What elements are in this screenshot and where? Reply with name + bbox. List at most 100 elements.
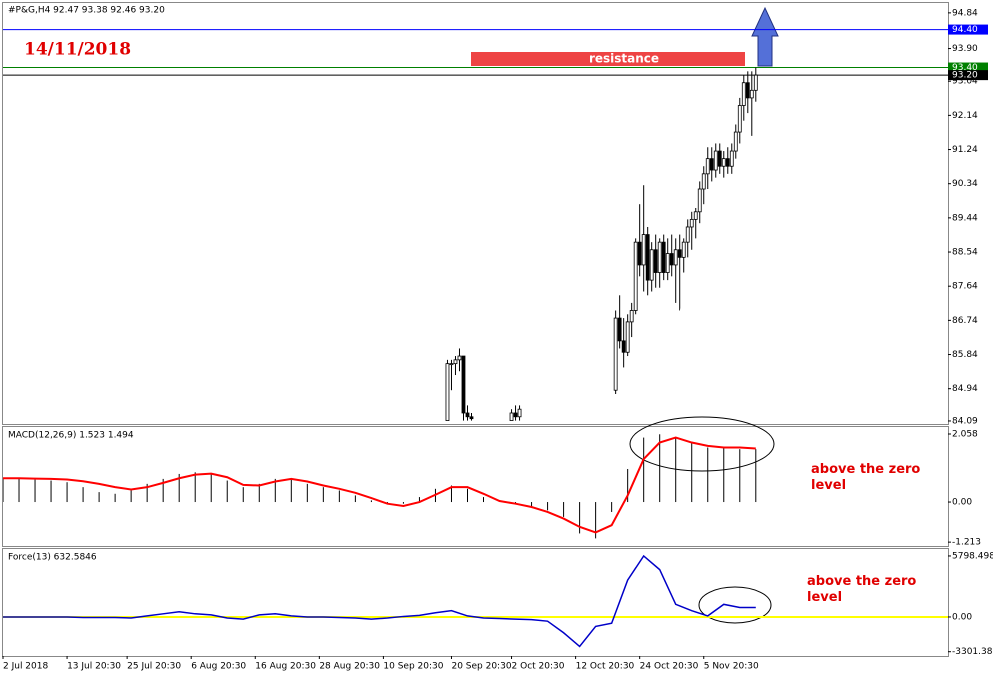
candle-body: [673, 249, 678, 266]
macd-note: above the zero level: [811, 462, 921, 493]
force-pane: [2, 548, 949, 657]
y-tick-label: 84.09: [952, 416, 978, 426]
candle-body: [741, 82, 746, 106]
level-label: 94.40: [952, 25, 978, 35]
main-pane: [2, 2, 949, 425]
candle-body: [645, 234, 650, 281]
candle-body: [453, 359, 458, 365]
resistance-label: resistance: [589, 52, 659, 66]
candle-body: [633, 241, 638, 311]
candle-body: [709, 158, 714, 171]
date-annotation: 14/11/2018: [24, 40, 131, 60]
y-tick-label: 89.44: [952, 213, 978, 223]
x-tick-label: 10 Sep 20:30: [383, 662, 443, 672]
candle-body: [613, 317, 618, 391]
x-tick-label: 5 Nov 20:30: [704, 662, 759, 672]
candle-body: [637, 241, 642, 266]
macd-pane: [2, 426, 949, 547]
candle-body: [749, 89, 754, 99]
candle-body: [753, 74, 758, 91]
level-label: 93.20: [952, 71, 978, 81]
signal-line: [3, 436, 756, 534]
candle-body: [657, 241, 662, 273]
force-line: [3, 554, 756, 648]
candle-body: [717, 150, 722, 167]
resistance-box: [471, 52, 745, 66]
candle-body: [669, 253, 674, 266]
macd-title: MACD(12,26,9) 1.523 1.494: [8, 431, 134, 441]
up-arrow: [751, 6, 779, 67]
candle-body: [721, 158, 726, 167]
y-tick-label: 88.54: [952, 248, 978, 258]
x-tick-label: 2 Jul 2018: [3, 662, 48, 672]
x-tick-label: 25 Jul 20:30: [127, 662, 181, 672]
candle-body: [661, 241, 666, 273]
x-tick-label: 12 Oct 20:30: [576, 662, 635, 672]
main-title: #P&G,H4 92.47 93.38 92.46 93.20: [8, 6, 165, 16]
candle-body: [509, 412, 514, 421]
y-tick-label: -1.213: [952, 538, 981, 548]
y-tick-label: 85.84: [952, 350, 978, 360]
candle-body: [465, 412, 470, 418]
candle-body: [677, 249, 682, 258]
force-note: above the zero level: [807, 574, 917, 605]
y-tick-label: 2.058: [952, 430, 978, 440]
macd-ellipse: [629, 416, 775, 472]
level-box: [948, 62, 988, 73]
force-title: Force(13) 632.5846: [8, 553, 97, 563]
y-tick-label: 92.14: [952, 111, 978, 121]
candle-body: [641, 234, 646, 266]
candle-body: [705, 158, 710, 175]
candle-body: [665, 253, 670, 273]
candle-body: [689, 218, 694, 228]
x-tick-label: 13 Jul 20:30: [67, 662, 121, 672]
y-tick-label: 94.84: [952, 8, 978, 18]
y-tick-label: 86.74: [952, 316, 978, 326]
candle-body: [653, 249, 658, 273]
candle-body: [617, 317, 622, 342]
candle-body: [461, 355, 466, 414]
y-tick-label: 5798.498: [952, 551, 993, 561]
candle-body: [733, 131, 738, 152]
x-tick-label: 28 Aug 20:30: [319, 662, 380, 672]
candle-body: [625, 321, 630, 353]
x-tick-label: 16 Aug 20:30: [255, 662, 316, 672]
y-tick-label: 87.64: [952, 282, 978, 292]
y-tick-label: -3301.38: [952, 647, 993, 657]
y-tick-label: 91.24: [952, 145, 978, 155]
plot-area: [3, 29, 948, 421]
x-tick-label: 24 Oct 20:30: [640, 662, 699, 672]
y-tick-label: 93.04: [952, 77, 978, 87]
plot-area: [3, 434, 757, 539]
candle-body: [701, 173, 706, 190]
y-tick-label: 0.00: [952, 498, 972, 508]
candle-body: [517, 408, 522, 418]
candle-body: [693, 211, 698, 220]
level-box: [948, 70, 988, 81]
candle-body: [681, 241, 686, 258]
candle-body: [621, 340, 626, 353]
candle-body: [725, 158, 730, 167]
level-box: [948, 24, 988, 35]
moving-average: [650, 165, 757, 421]
candle-body: [469, 416, 474, 420]
y-tick-label: 93.90: [952, 44, 978, 54]
candle-body: [737, 105, 742, 133]
y-tick-label: 84.94: [952, 384, 978, 394]
candle-body: [697, 188, 702, 213]
candle-body: [685, 226, 690, 243]
level-label: 93.40: [952, 63, 978, 73]
y-tick-label: 0.00: [952, 612, 972, 622]
candle-body: [745, 82, 750, 99]
candle-body: [513, 412, 518, 418]
y-tick-label: 90.34: [952, 179, 978, 189]
x-tick-label: 2 Oct 20:30: [512, 662, 565, 672]
candle-body: [629, 310, 634, 323]
candle-body: [713, 150, 718, 171]
x-tick-label: 20 Sep 20:30: [451, 662, 511, 672]
candle-body: [445, 363, 450, 421]
force-ellipse: [698, 586, 772, 624]
x-tick-label: 6 Aug 20:30: [191, 662, 246, 672]
